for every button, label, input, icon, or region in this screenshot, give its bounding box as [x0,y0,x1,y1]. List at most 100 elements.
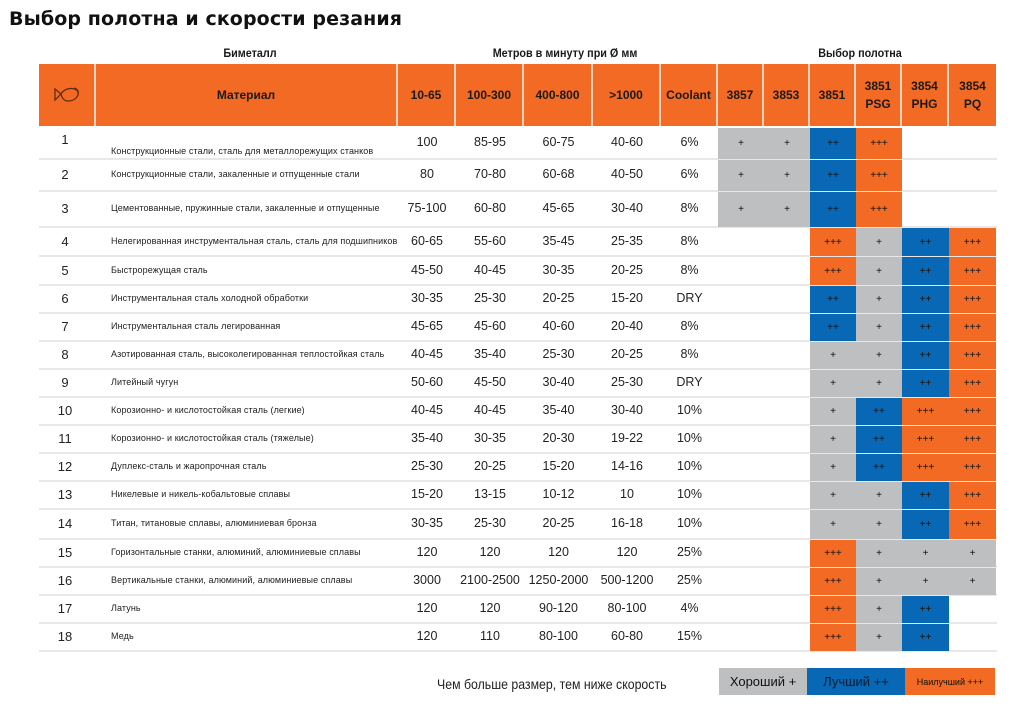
speed-d3: 90-120 [539,601,578,615]
speed-coolant: 25% [676,545,703,559]
blade-rating-3851-psg: + [856,257,902,285]
blade-rating-3854-pq: +++ [949,510,996,539]
blade-rating-3851-psg: + [856,568,902,595]
blade-rating-3854-pq: +++ [949,370,996,397]
table-row: 4 Нелегированная инструментальная сталь, … [39,228,997,257]
table-row: 13 Никелевые и никель-кобальтовые сплавы 1… [39,482,997,510]
speed-d3: 1250-2000 [528,573,589,587]
speed-d2: 40-45 [474,262,506,277]
blade-rating-3854-phg: ++ [902,370,949,397]
speed-d1: 100 [416,135,438,149]
speed-d1: 45-65 [411,319,443,333]
blade-rating-3854-pq: +++ [949,482,996,509]
table-row: 11 Корозионно- и кислотостойкая сталь (тя… [39,426,997,454]
table-row: 3 Цементованные, пружинные стали, закален… [39,192,997,228]
header-d1: 10-65 [398,64,456,126]
blade-rating-3854-phg: +++ [902,454,949,481]
blade-rating-3851: ++ [810,192,856,227]
group-header-bimetal: Биметалл [223,46,277,60]
blade-rating-3851: + [810,342,856,369]
blade-rating-3854-phg: ++ [902,228,949,256]
speed-coolant: 6% [680,135,699,149]
blade-rating-3851: +++ [810,228,856,256]
blade-rating-3851-psg: ++ [856,454,902,481]
speed-d2: 40-45 [474,403,506,417]
speed-coolant: 25% [676,573,703,587]
legend-best: Наилучший +++ [905,668,995,695]
row-number: 9 [61,375,69,390]
material-name: Цементованные, пружинные стали, закаленн… [111,203,380,213]
row-number: 18 [57,629,73,644]
blade-rating-3851: ++ [810,314,856,341]
speed-coolant: 6% [680,167,699,181]
row-number: 14 [57,516,73,531]
size-speed-note: Чем больше размер, тем ниже скорость [437,676,667,692]
blade-rating-3851-psg: + [856,342,902,369]
speed-d3: 25-30 [542,347,575,361]
speed-d2: 45-50 [474,375,506,389]
table-row: 15 Горизонтальные станки, алюминий, алюми… [39,540,997,568]
speed-d4: 20-25 [611,347,643,361]
material-name: Нелегированная инструментальная сталь, с… [111,235,398,246]
material-name: Литейный чугун [111,377,179,387]
blade-rating-3851-psg: + [856,482,902,509]
header-blade-3851-psg: 3851 PSG [856,64,902,126]
header-material: Материал [96,64,398,126]
blade-rating-3851-psg: + [856,540,902,567]
blade-rating-3851: +++ [810,568,856,595]
header-blade-3854-pq-line2: PQ [963,97,982,111]
row-number: 15 [57,545,73,560]
blade-rating-3854-pq: +++ [949,398,996,425]
speed-d4: 25-30 [611,375,643,389]
speed-d3: 30-35 [542,262,575,277]
row-number: 3 [61,201,69,216]
speed-d3: 40-60 [542,319,575,333]
speed-d1: 75-100 [407,201,447,215]
blade-rating-3851: +++ [810,596,856,623]
speed-d4: 14-16 [611,459,643,473]
speed-d4: 20-25 [611,262,643,277]
header-blade-3851-psg-line2: PSG [865,97,891,111]
blade-rating-3854-pq: +++ [949,314,996,341]
speed-d1: 15-20 [411,487,443,501]
speed-coolant: 15% [676,629,703,643]
blade-rating-3851-psg: + [856,228,902,256]
speed-d3: 45-65 [542,201,575,215]
header-blade-3853: 3853 [764,64,810,126]
blade-rating-3854-pq: +++ [949,342,996,369]
blade-rating-3854-phg: +++ [902,426,949,453]
blade-rating-3854-phg: ++ [902,482,949,509]
table-row: 5 Быстрорежущая сталь 45-50 40-45 30-35 20-25… [39,257,997,286]
speed-d2: 70-80 [474,167,506,181]
blade-rating-3851: +++ [810,540,856,567]
blade-rating-3853: + [764,192,810,227]
material-name: Латунь [111,603,141,613]
speed-d4: 10 [620,487,634,501]
blade-rating-3857: + [718,128,764,159]
speed-coolant: 10% [676,459,703,473]
table-row: 17 Латунь 120 120 90-120 80-100 4% +++ + ++ [39,596,997,624]
speed-d2: 85-95 [474,135,506,149]
speed-d2: 60-80 [474,201,506,215]
blade-rating-3851: ++ [810,286,856,313]
speed-d2: 2100-2500 [460,573,520,587]
header-icon-cell [39,64,96,126]
material-name: Корозионно- и кислотостойкая сталь (легк… [111,405,305,415]
row-number: 11 [58,431,72,446]
speed-d3: 10-12 [542,487,575,501]
material-name: Быстрорежущая сталь [111,264,208,275]
speed-d2: 55-60 [474,233,506,248]
blade-rating-3854-phg: ++ [902,286,949,313]
row-number: 5 [61,262,69,278]
speed-d2: 110 [480,629,500,643]
blade-rating-3851-psg: + [856,596,902,623]
blade-rating-3851: ++ [810,128,856,159]
blade-rating-3851: + [810,482,856,509]
speed-d2: 25-30 [474,516,506,530]
group-header-speed: Метров в минуту при Ø мм [492,46,638,60]
speed-d4: 19-22 [611,431,643,445]
table-row: 8 Азотированная сталь, высоколегированная… [39,342,997,370]
blade-rating-3851-psg: + [856,510,902,539]
speed-d3: 60-75 [542,135,575,149]
speed-coolant: 10% [676,431,703,445]
